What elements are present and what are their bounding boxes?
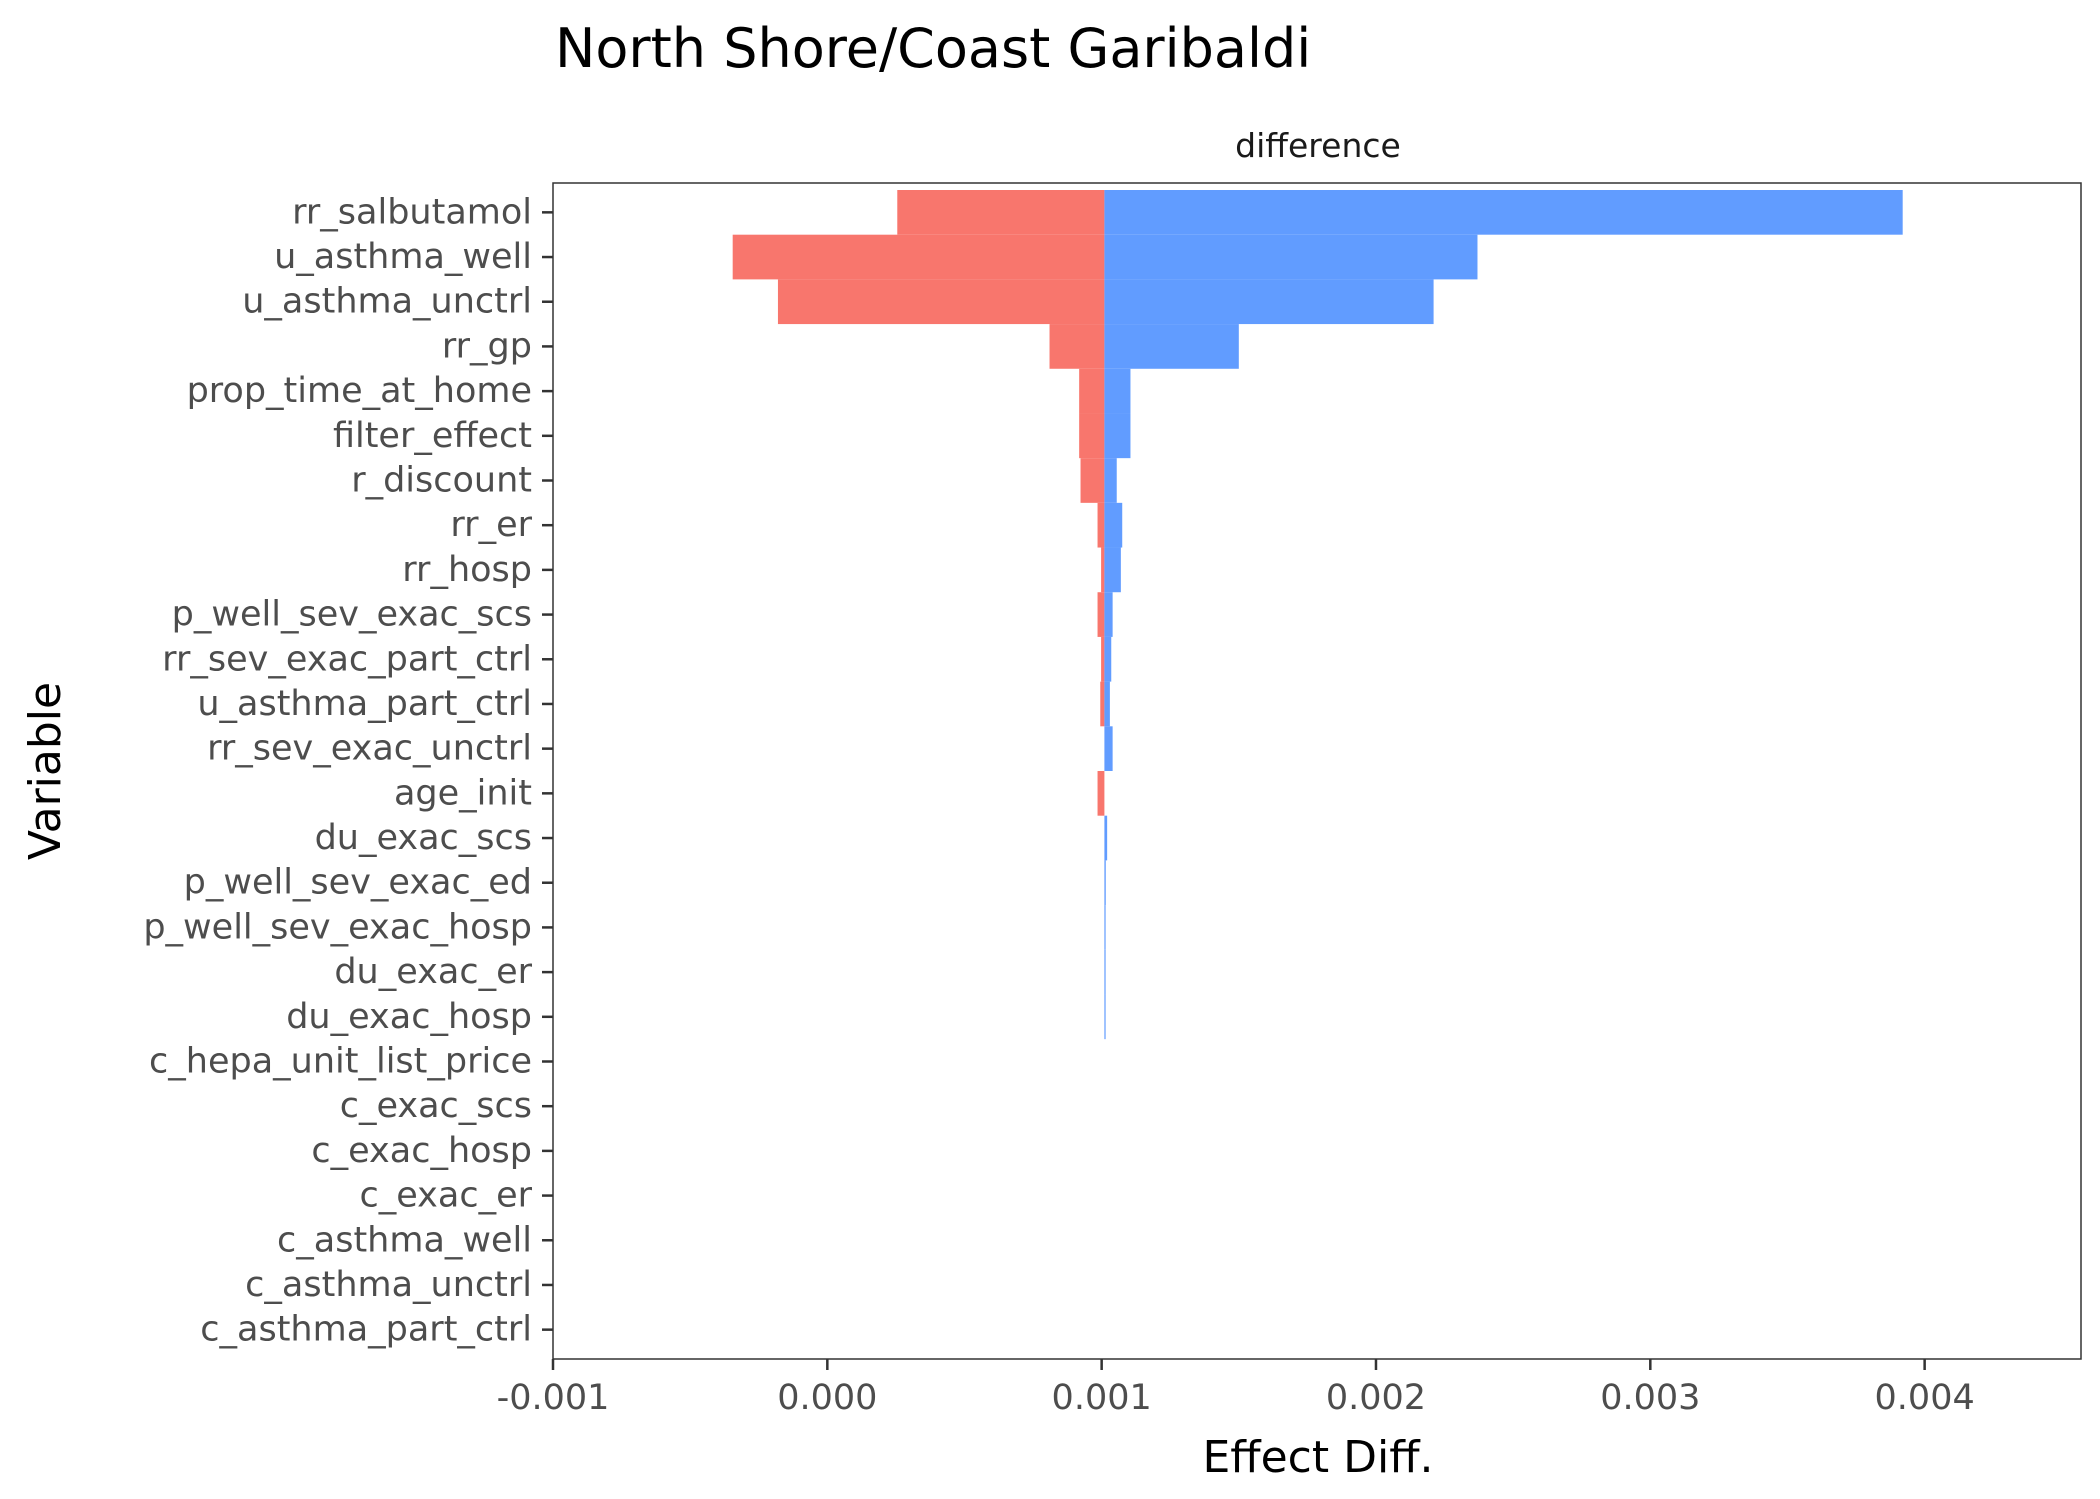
x-tick-label: -0.001	[497, 1378, 610, 1418]
y-tick-label: du_exac_hosp	[286, 997, 532, 1037]
bar-low-filter_effect	[1079, 413, 1105, 459]
bar-low-rr_salbutamol	[897, 190, 1105, 235]
y-tick-label: p_well_sev_exac_hosp	[143, 907, 532, 947]
bar-high-rr_hosp	[1104, 547, 1121, 593]
bar-high-u_asthma_well	[1104, 234, 1478, 280]
bar-high-p_well_sev_exac_hosp	[1104, 905, 1106, 950]
x-tick-label: 0.003	[1600, 1378, 1700, 1418]
y-tick-label: p_well_sev_exac_scs	[172, 595, 532, 635]
bar-high-du_exac_hosp	[1104, 994, 1106, 1040]
bar-high-rr_sev_exac_part_ctrl	[1104, 636, 1112, 682]
bar-low-prop_time_at_home	[1079, 368, 1105, 414]
bar-high-r_discount	[1104, 458, 1117, 503]
x-axis: -0.001 0.000 0.001 0.002 0.003 0.004	[497, 1359, 1975, 1418]
chart-title: North Shore/Coast Garibaldi	[555, 17, 1311, 80]
x-tick-label: 0.002	[1326, 1378, 1426, 1418]
bar-high-rr_gp	[1104, 324, 1239, 369]
x-tick-label: 0.000	[777, 1378, 877, 1418]
bars-group	[732, 190, 1903, 1040]
bar-low-r_discount	[1080, 458, 1105, 503]
bar-high-filter_effect	[1104, 413, 1131, 459]
bar-high-du_exac_er	[1104, 949, 1106, 995]
bar-high-p_well_sev_exac_ed	[1104, 860, 1106, 906]
y-tick-label: c_exac_scs	[340, 1086, 532, 1126]
bar-high-rr_sev_exac_unctrl	[1104, 726, 1113, 771]
y-tick-label: du_exac_scs	[315, 818, 532, 858]
y-tick-label: filter_effect	[333, 416, 532, 456]
y-tick-label: rr_hosp	[402, 550, 532, 590]
y-tick-label: rr_salbutamol	[292, 192, 532, 232]
y-tick-label: c_asthma_well	[277, 1220, 532, 1260]
bar-low-age_init	[1097, 771, 1105, 816]
bar-low-u_asthma_well	[732, 234, 1105, 280]
y-tick-label: c_exac_er	[360, 1176, 533, 1216]
bar-high-rr_salbutamol	[1104, 190, 1903, 235]
bar-low-rr_hosp	[1101, 547, 1105, 593]
bar-high-u_asthma_unctrl	[1104, 279, 1434, 325]
bar-high-u_asthma_part_ctrl	[1104, 681, 1110, 727]
y-tick-label: rr_gp	[442, 326, 532, 366]
bar-low-u_asthma_part_ctrl	[1100, 681, 1105, 727]
y-tick-label: age_init	[394, 773, 532, 813]
y-tick-label: c_asthma_part_ctrl	[200, 1310, 532, 1350]
bar-low-rr_sev_exac_part_ctrl	[1101, 636, 1105, 682]
bar-high-du_exac_scs	[1104, 815, 1108, 861]
y-tick-label: u_asthma_part_ctrl	[197, 684, 532, 724]
y-tick-label: u_asthma_well	[274, 237, 532, 277]
x-tick-label: 0.004	[1875, 1378, 1975, 1418]
bar-low-p_well_sev_exac_scs	[1097, 592, 1105, 637]
y-axis: rr_salbutamol u_asthma_well u_asthma_unctr…	[143, 192, 553, 1350]
bar-high-rr_er	[1104, 502, 1123, 548]
bar-high-p_well_sev_exac_scs	[1104, 592, 1113, 637]
y-tick-label: c_asthma_unctrl	[245, 1265, 532, 1305]
facet-strip-label: difference	[1235, 126, 1401, 165]
x-tick-label: 0.001	[1052, 1378, 1152, 1418]
bar-low-u_asthma_unctrl	[777, 279, 1105, 325]
bar-low-rr_er	[1097, 502, 1105, 548]
y-tick-label: r_discount	[351, 461, 532, 501]
y-tick-label: prop_time_at_home	[187, 371, 532, 411]
y-tick-label: u_asthma_unctrl	[242, 282, 532, 322]
y-tick-label: c_hepa_unit_list_price	[149, 1042, 532, 1082]
bar-low-rr_gp	[1049, 324, 1105, 369]
y-tick-label: rr_sev_exac_unctrl	[207, 729, 532, 769]
y-tick-label: rr_sev_exac_part_ctrl	[162, 639, 532, 679]
panel-border	[552, 182, 2082, 1360]
y-tick-label: rr_er	[450, 505, 532, 545]
bar-high-prop_time_at_home	[1104, 368, 1131, 414]
x-axis-title: Effect Diff.	[1202, 1432, 1433, 1483]
y-axis-title: Variable	[20, 682, 71, 860]
y-tick-label: du_exac_er	[334, 952, 532, 992]
y-tick-label: c_exac_hosp	[311, 1131, 532, 1171]
y-tick-label: p_well_sev_exac_ed	[184, 863, 532, 903]
